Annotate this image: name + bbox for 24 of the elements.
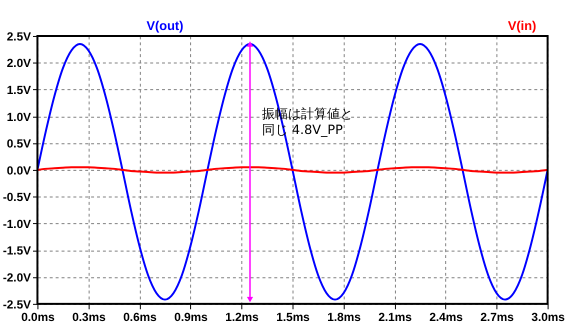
x-tick-label: 2.4ms: [429, 310, 464, 324]
y-tick-label: -2.0V: [2, 270, 32, 284]
x-tick-label: 1.2ms: [225, 310, 260, 324]
x-tick-label: 3.0ms: [531, 310, 566, 324]
y-tick-label: 1.0V: [6, 110, 32, 124]
y-tick-label: -0.5V: [2, 190, 32, 204]
y-tick-label: -2.5V: [2, 297, 32, 312]
y-tick-label: -1.0V: [2, 216, 32, 231]
x-tick-label: 1.5ms: [276, 310, 310, 324]
y-tick-label: 1.5V: [6, 82, 32, 97]
text: V(in): [508, 18, 536, 34]
x-tick-label: 2.7ms: [480, 310, 514, 324]
y-tick-label: 2.5V: [6, 29, 32, 44]
y-tick-label: 0.5V: [6, 136, 32, 151]
y-tick-label: 2.0V: [6, 56, 32, 70]
x-tick-label: 0.3ms: [72, 310, 106, 324]
x-tick-label: 2.1ms: [378, 310, 412, 324]
y-tick-label: 0.0V: [6, 163, 32, 178]
x-tick-label: 0.9ms: [174, 310, 208, 324]
x-tick-label: 0.6ms: [123, 310, 158, 324]
y-tick-label: -1.5V: [2, 244, 32, 258]
x-tick-label: 0.0ms: [21, 310, 56, 324]
x-tick-label: 1.8ms: [327, 310, 362, 324]
text: V(out): [146, 18, 184, 34]
